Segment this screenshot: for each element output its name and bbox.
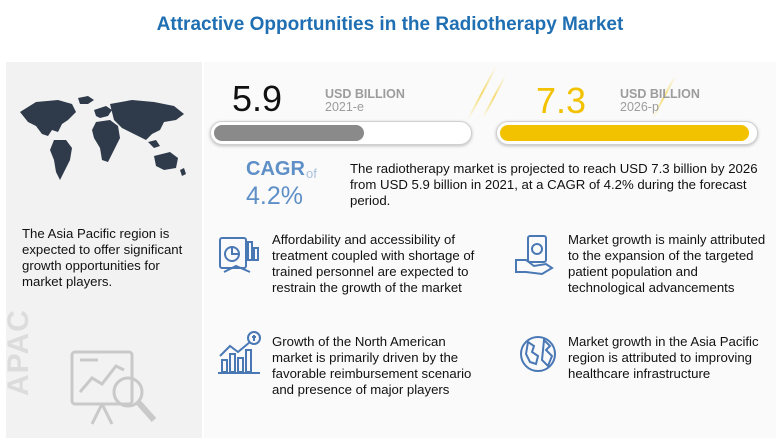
cagr-value: 4.2% — [246, 182, 303, 210]
growth-chart-icon — [216, 330, 262, 376]
value-2026: 7.3 — [536, 80, 587, 121]
world-map-icon — [20, 96, 186, 180]
unit-2026: USD BILLION 2026-p — [620, 88, 700, 114]
year-label-2021: 2021-e — [325, 100, 364, 114]
insight-north-america: Growth of the North American market is p… — [272, 334, 472, 397]
bar-2026 — [496, 121, 758, 145]
bar-fill-2026 — [500, 125, 749, 141]
affordability-icon — [216, 232, 262, 278]
apac-watermark: APAC — [2, 309, 35, 396]
value-2021: 5.9 — [232, 78, 283, 119]
unit-2021: USD BILLION 2021-e — [325, 88, 405, 114]
insight-restraint: Affordability and accessibility of treat… — [272, 232, 475, 295]
money-hand-icon — [512, 232, 558, 278]
analytics-magnifier-icon — [70, 350, 157, 425]
bar-fill-2021 — [214, 125, 364, 141]
bar-2021 — [210, 121, 472, 145]
page-title: Attractive Opportunities in the Radiothe… — [156, 14, 624, 35]
globe-icon — [516, 332, 562, 378]
insight-drivers: Market growth is mainly attributed to th… — [568, 232, 766, 295]
cagr-of: of — [306, 166, 317, 181]
left-panel: The Asia Pacific region is expected to o… — [2, 62, 202, 438]
market-summary: The radiotherapy market is projected to … — [350, 161, 758, 208]
cagr-label: CAGR — [246, 158, 305, 180]
unit-label-2026: USD BILLION — [620, 87, 700, 101]
year-label-2026: 2026-p — [620, 100, 659, 114]
unit-label-2021: USD BILLION — [325, 87, 405, 101]
insight-asia-pacific: Market growth in the Asia Pacific region… — [568, 334, 759, 381]
apac-description: The Asia Pacific region is expected to o… — [22, 226, 183, 289]
